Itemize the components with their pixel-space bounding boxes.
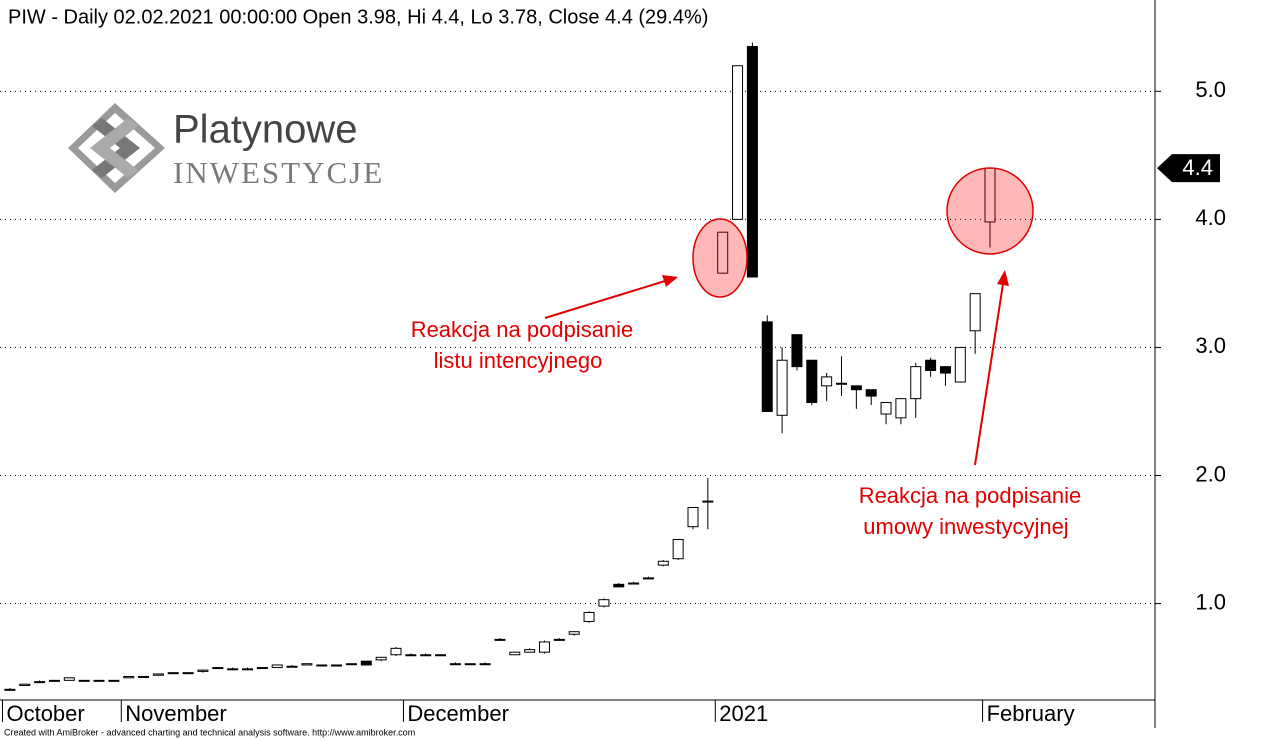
candle-body <box>613 583 625 588</box>
annotation: Reakcja na podpisanie <box>859 483 1082 508</box>
candle-body <box>746 46 758 278</box>
candle-body <box>271 664 283 669</box>
candle-body <box>628 582 640 585</box>
candle-body <box>791 334 803 368</box>
candle-body <box>598 599 610 607</box>
y-tick-label: 5.0 <box>1195 77 1226 102</box>
candle-body <box>464 663 476 666</box>
candle-body <box>4 688 16 691</box>
last-price-label: 4.4 <box>1182 155 1213 180</box>
footer: Created with AmiBroker - advanced charti… <box>4 727 415 737</box>
candle-body <box>286 665 298 668</box>
x-tick-label: December <box>407 701 508 726</box>
y-tick-label: 3.0 <box>1195 333 1226 358</box>
candle-body <box>19 683 31 686</box>
candle-body <box>865 389 877 397</box>
candle-body <box>345 663 357 666</box>
candle-body <box>806 359 818 403</box>
candle-body <box>717 231 729 274</box>
candle-body <box>108 679 120 682</box>
candle-body <box>910 366 922 400</box>
candle-body <box>553 638 565 641</box>
candle-body <box>702 500 714 503</box>
candle-body <box>227 668 239 671</box>
candle-body <box>301 663 313 666</box>
candle-body <box>93 679 105 682</box>
x-tick-label: February <box>987 701 1075 726</box>
logo-mark <box>68 103 165 193</box>
highlight-circle <box>692 218 748 298</box>
candle-body <box>63 677 75 681</box>
candle-body <box>494 638 506 641</box>
y-tick-label: 4.0 <box>1195 205 1226 230</box>
candle-body <box>939 366 951 374</box>
candle-body <box>524 649 536 653</box>
candle-body <box>969 293 981 332</box>
candle-body <box>821 376 833 387</box>
candle-body <box>568 631 580 635</box>
candle-body <box>657 560 669 566</box>
candle-body <box>316 664 328 667</box>
logo-subtitle: INWESTYCJE <box>173 155 384 190</box>
candle-body <box>895 398 907 419</box>
candle-body <box>256 667 268 670</box>
candle-body <box>34 681 46 684</box>
annotation: listu intencyjnego <box>434 348 603 373</box>
candle-body <box>405 654 417 657</box>
candle-body <box>850 385 862 391</box>
candle-body <box>539 641 550 653</box>
candle-body <box>776 359 788 416</box>
candle-body <box>197 669 209 672</box>
candle-body <box>880 401 892 415</box>
candle-body <box>687 506 699 528</box>
candle-body <box>331 664 343 667</box>
candle-body <box>672 539 684 560</box>
candle-body <box>449 663 461 666</box>
candle-body <box>167 672 179 675</box>
candle-body <box>435 654 447 657</box>
overlay: Reakcja na podpisanie listu intencyjnego… <box>411 167 1082 539</box>
candle-body <box>138 676 150 679</box>
arrow-head <box>997 270 1009 286</box>
candle-body <box>182 672 194 675</box>
candle-body <box>761 321 773 412</box>
y-tick-label: 2.0 <box>1195 461 1226 486</box>
candle-body <box>152 673 164 676</box>
candle-body <box>78 679 90 682</box>
plot: 1.0 2.0 3.0 4.0 5.0 October November December 20… <box>0 42 1226 726</box>
arrow <box>974 283 1004 466</box>
candle-body <box>242 668 253 671</box>
logo-title: Platynowe <box>173 108 358 152</box>
candle-body <box>954 346 966 383</box>
candle-body <box>48 679 60 682</box>
candle-body <box>732 65 744 220</box>
candle-body <box>420 654 432 657</box>
annotation: umowy inwestycyjnej <box>863 514 1068 539</box>
chart-title: PIW - Daily 02.02.2021 00:00:00 Open 3.9… <box>8 6 708 28</box>
y-tick-label: 1.0 <box>1195 589 1226 614</box>
candle-body <box>642 577 654 580</box>
highlight-circle <box>946 167 1034 255</box>
x-tick-label: October <box>6 701 84 726</box>
arrow-head <box>662 275 678 287</box>
candle-body <box>479 663 491 666</box>
candle-body <box>836 382 847 385</box>
candle-body <box>123 676 135 679</box>
candle-body <box>583 611 595 622</box>
candle-body <box>390 647 402 656</box>
last-price-marker <box>1157 154 1220 183</box>
candle-body <box>360 660 372 666</box>
candle-body <box>375 656 387 661</box>
candle-body <box>509 651 521 656</box>
annotation: Reakcja na podpisanie <box>411 317 634 342</box>
candle-body <box>925 359 937 371</box>
arrow <box>544 280 666 319</box>
candle-body <box>212 667 224 670</box>
x-tick-label: November <box>125 701 226 726</box>
x-tick-label: 2021 <box>719 701 768 726</box>
